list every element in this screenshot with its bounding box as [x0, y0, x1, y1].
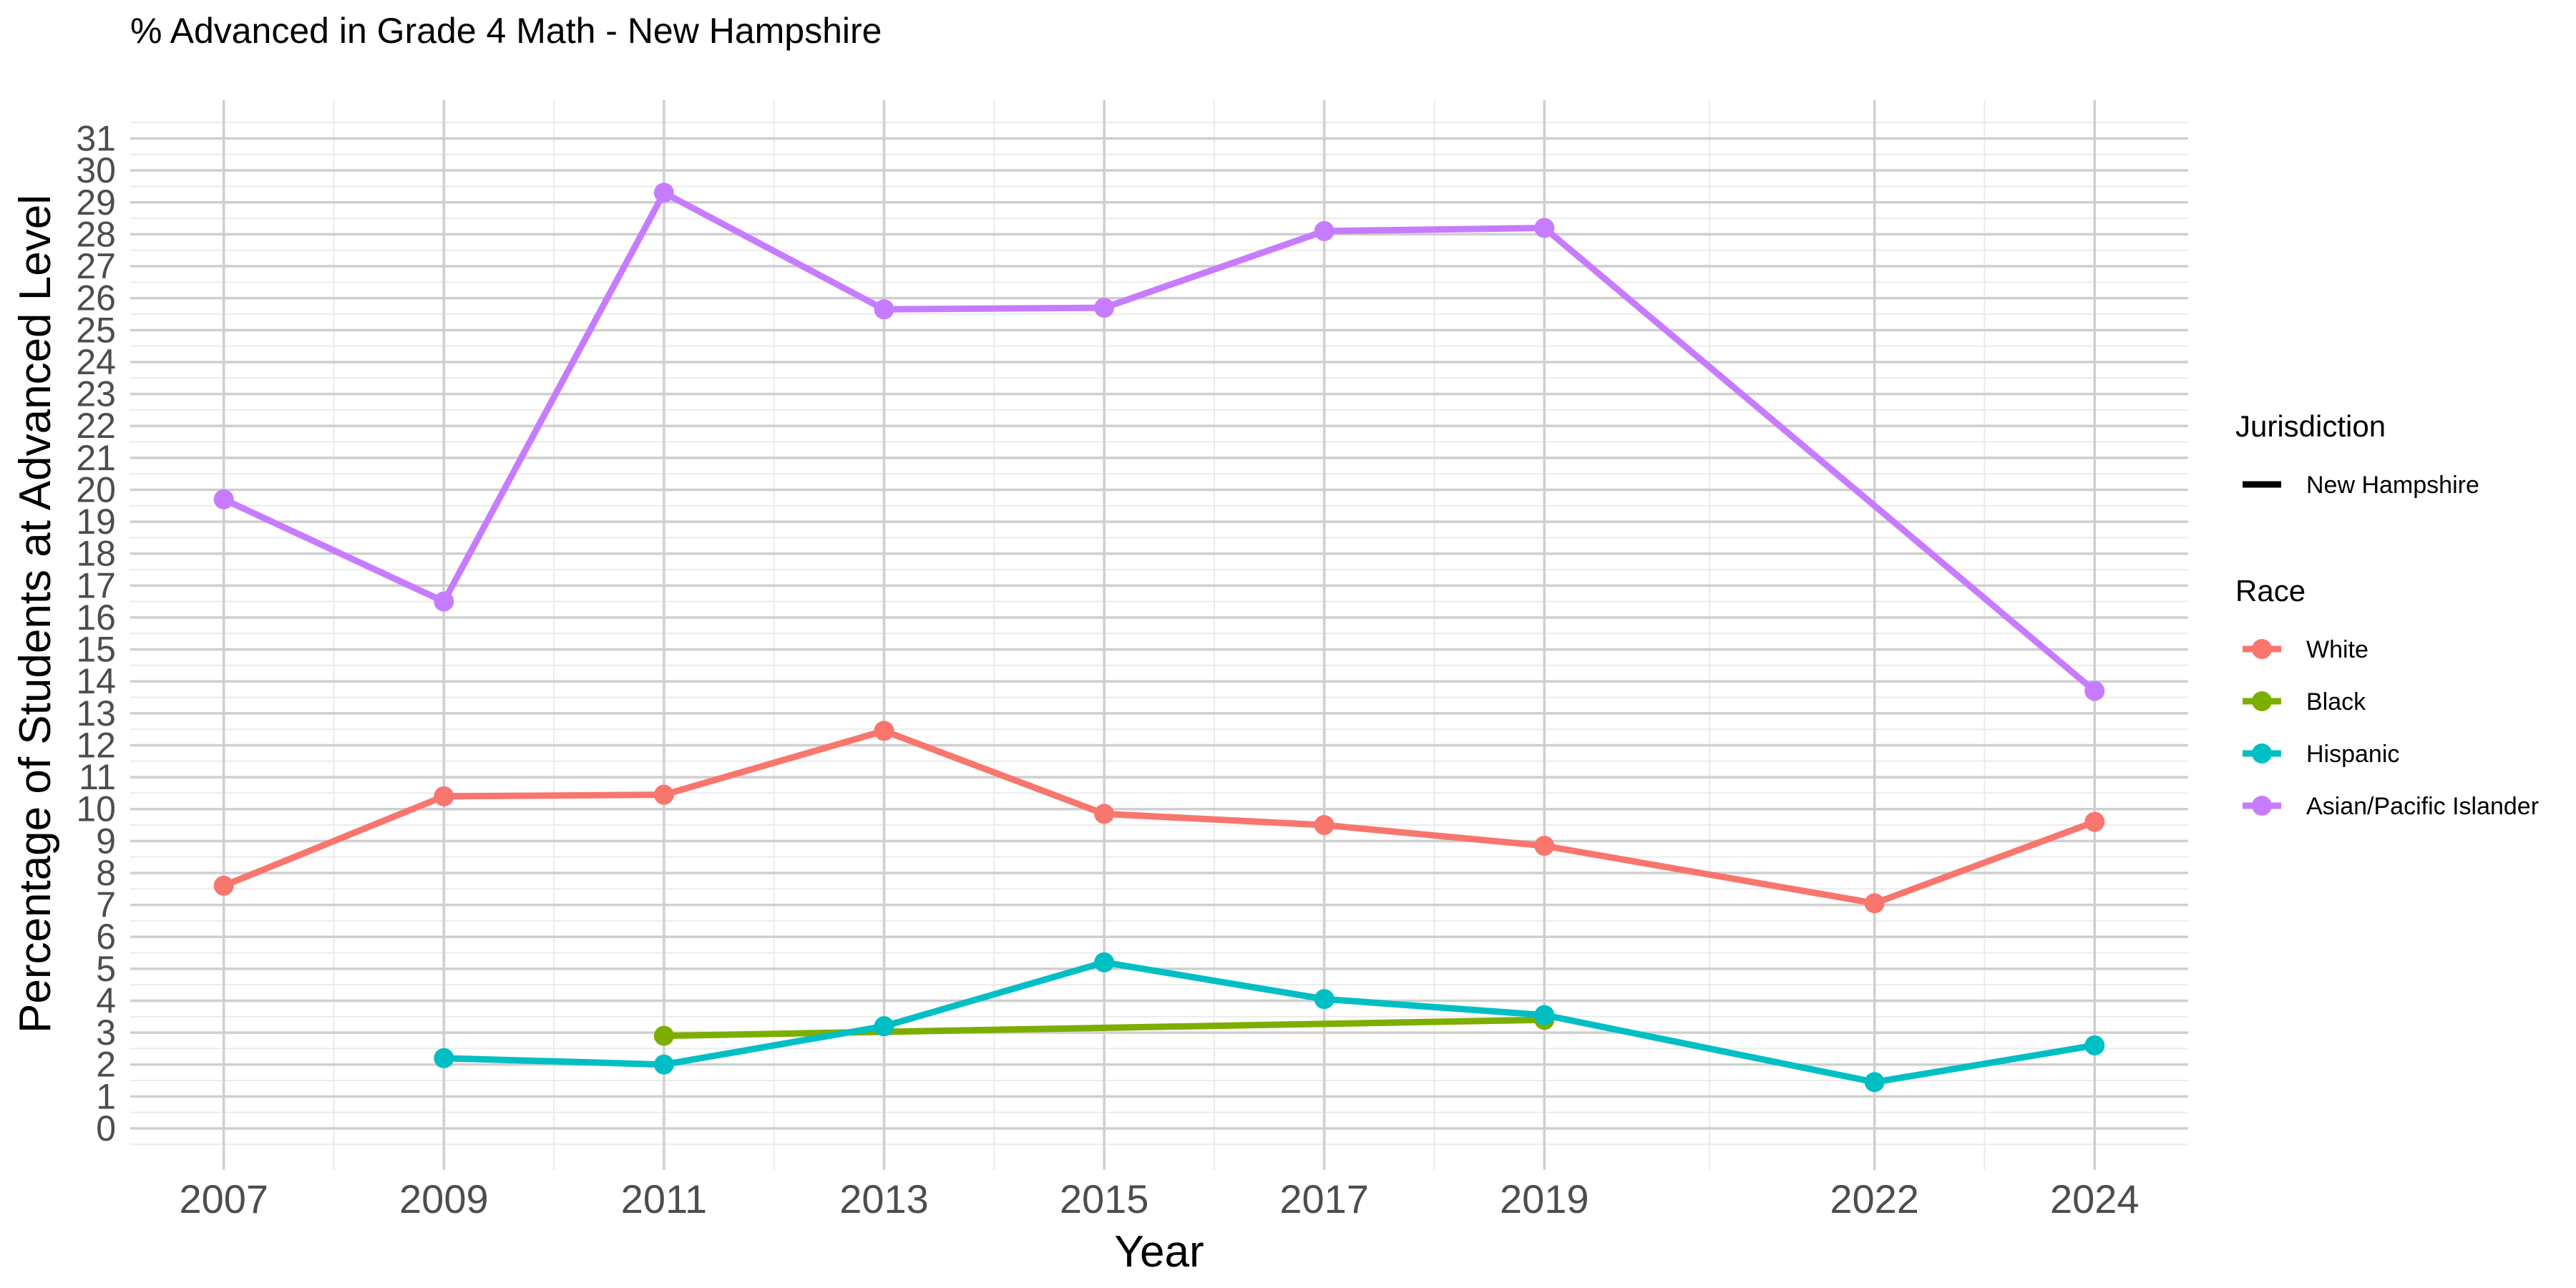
y-tick-label: 18 — [76, 534, 116, 574]
data-point-white — [434, 786, 454, 806]
y-tick-label: 6 — [96, 917, 116, 957]
x-tick-label: 2013 — [839, 1176, 929, 1221]
y-axis-title: Percentage of Students at Advanced Level — [11, 195, 60, 1033]
legend-key-point — [2252, 796, 2272, 816]
y-tick-label: 0 — [96, 1108, 116, 1148]
legend-jurisdiction-items: New Hampshire — [2243, 472, 2479, 499]
y-axis-ticks: 0123456789101112131415161718192021222324… — [76, 119, 116, 1148]
data-point-hispanic — [1314, 989, 1335, 1010]
grid — [130, 100, 2188, 1170]
y-tick-label: 10 — [76, 789, 116, 829]
data-point-asian-pacific-islander — [1314, 220, 1335, 241]
series-line-asian-pacific-islander — [220, 189, 2098, 695]
data-point-white — [874, 721, 894, 741]
data-point-hispanic — [1534, 1005, 1555, 1025]
y-tick-label: 29 — [76, 182, 116, 223]
y-tick-label: 24 — [76, 342, 116, 382]
data-point-asian-pacific-islander — [2084, 680, 2105, 701]
y-tick-label: 1 — [96, 1076, 116, 1116]
y-tick-label: 2 — [96, 1045, 116, 1085]
y-tick-label: 7 — [96, 885, 116, 925]
data-point-white — [653, 784, 674, 805]
y-tick-label: 20 — [76, 469, 116, 509]
legend: Jurisdiction New Hampshire Race White Bla… — [2235, 409, 2539, 820]
y-tick-label: 12 — [76, 725, 116, 765]
legend-jurisdiction-title: Jurisdiction — [2235, 409, 2386, 443]
data-point-hispanic — [1094, 952, 1115, 972]
data-point-hispanic — [2084, 1035, 2105, 1055]
legend-key-point — [2252, 691, 2272, 711]
y-tick-label: 28 — [76, 214, 116, 254]
y-tick-label: 17 — [76, 565, 116, 605]
data-point-asian-pacific-islander — [874, 299, 894, 320]
data-point-hispanic — [874, 1016, 894, 1037]
x-tick-label: 2019 — [1500, 1176, 1589, 1221]
y-tick-label: 4 — [96, 980, 116, 1020]
y-tick-label: 21 — [76, 438, 116, 478]
legend-key-point — [2252, 639, 2272, 659]
y-tick-label: 19 — [76, 502, 116, 542]
y-tick-label: 25 — [76, 310, 116, 350]
data-point-asian-pacific-islander — [653, 182, 674, 203]
legend-label: Asian/Pacific Islander — [2306, 793, 2539, 820]
y-tick-label: 15 — [76, 630, 116, 670]
data-point-white — [213, 875, 234, 896]
data-point-white — [1094, 804, 1115, 824]
x-tick-label: 2011 — [621, 1176, 707, 1221]
legend-label: White — [2306, 636, 2368, 663]
data-point-white — [1314, 815, 1335, 836]
y-tick-label: 13 — [76, 693, 116, 733]
series-line-hispanic — [440, 959, 2098, 1085]
y-tick-label: 22 — [76, 406, 116, 446]
data-point-hispanic — [653, 1054, 674, 1075]
x-axis-ticks: 2007 2009 2011 2013 2015 2017 2019 2022 2024 — [179, 1176, 2139, 1221]
x-tick-label: 2015 — [1060, 1176, 1149, 1221]
data-point-black — [653, 1025, 674, 1046]
data-point-hispanic — [434, 1048, 454, 1068]
y-tick-label: 3 — [96, 1013, 116, 1053]
legend-label: Hispanic — [2306, 741, 2399, 768]
y-tick-label: 8 — [96, 853, 116, 893]
legend-race-title: Race — [2235, 574, 2306, 608]
x-axis-title: Year — [1114, 1227, 1204, 1277]
data-point-white — [1534, 836, 1555, 857]
x-tick-label: 2022 — [1830, 1176, 1919, 1221]
data-point-asian-pacific-islander — [1094, 298, 1115, 318]
data-point-white — [1864, 893, 1885, 914]
y-tick-label: 27 — [76, 246, 116, 286]
legend-label: Black — [2306, 688, 2366, 716]
x-tick-label: 2007 — [179, 1176, 268, 1221]
x-tick-label: 2009 — [399, 1176, 489, 1221]
y-tick-label: 11 — [79, 757, 116, 797]
x-tick-label: 2024 — [2050, 1176, 2140, 1221]
y-tick-label: 5 — [96, 949, 116, 989]
x-tick-label: 2017 — [1279, 1176, 1369, 1221]
y-tick-label: 26 — [76, 278, 116, 318]
y-tick-label: 16 — [76, 597, 116, 638]
data-point-asian-pacific-islander — [434, 591, 454, 612]
series-line-white — [220, 727, 2098, 907]
y-tick-label: 23 — [76, 374, 116, 414]
data-point-white — [2084, 811, 2105, 832]
chart-title: % Advanced in Grade 4 Math - New Hampshi… — [130, 11, 882, 51]
y-tick-label: 30 — [76, 150, 116, 190]
y-tick-label: 9 — [96, 821, 116, 861]
data-point-asian-pacific-islander — [1534, 218, 1555, 238]
data-point-hispanic — [1864, 1072, 1885, 1093]
legend-key-point — [2252, 743, 2272, 763]
data-point-asian-pacific-islander — [213, 489, 234, 509]
y-tick-label: 14 — [76, 661, 116, 701]
legend-race-items: White Black Hispanic Asian/Pacific Islander — [2243, 636, 2539, 820]
series-line-black — [660, 1016, 1548, 1040]
series-layer — [213, 182, 2105, 1093]
legend-label-jurisdiction: New Hampshire — [2306, 472, 2479, 499]
y-tick-label: 31 — [76, 119, 116, 159]
